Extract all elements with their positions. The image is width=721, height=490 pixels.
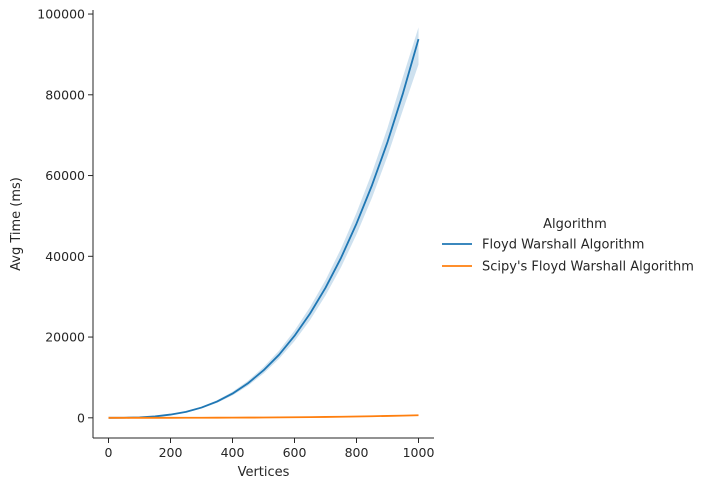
x-tick-label: 600 <box>283 445 307 460</box>
plot-area <box>108 27 420 419</box>
series-line-0 <box>108 38 420 419</box>
x-axis-label: Vertices <box>238 465 290 480</box>
confidence-band-series-0 <box>108 27 419 418</box>
legend-label-scipy: Scipy's Floyd Warshall Algorithm <box>482 260 694 275</box>
y-tick-label: 0 <box>77 410 85 425</box>
y-axis-label: Avg Time (ms) <box>9 177 24 271</box>
series-line-1 <box>108 414 419 419</box>
y-tick-label: 80000 <box>45 87 85 102</box>
x-tick-label: 1000 <box>403 445 435 460</box>
legend: Algorithm Floyd Warshall Algorithm Scipy… <box>442 217 694 275</box>
y-tick-label: 40000 <box>45 249 85 264</box>
x-tick-label: 400 <box>221 445 245 460</box>
x-tick-label: 800 <box>345 445 369 460</box>
x-tick-label: 0 <box>105 445 113 460</box>
x-tick-label: 200 <box>159 445 183 460</box>
legend-label-floyd: Floyd Warshall Algorithm <box>482 238 644 253</box>
axes: 0 200 400 600 800 1000 0 20000 40000 60000 80000 10… <box>37 7 434 460</box>
legend-title: Algorithm <box>543 217 607 232</box>
y-tick-label: 100000 <box>37 7 85 22</box>
y-tick-label: 20000 <box>45 330 85 345</box>
y-tick-label: 60000 <box>45 168 85 183</box>
